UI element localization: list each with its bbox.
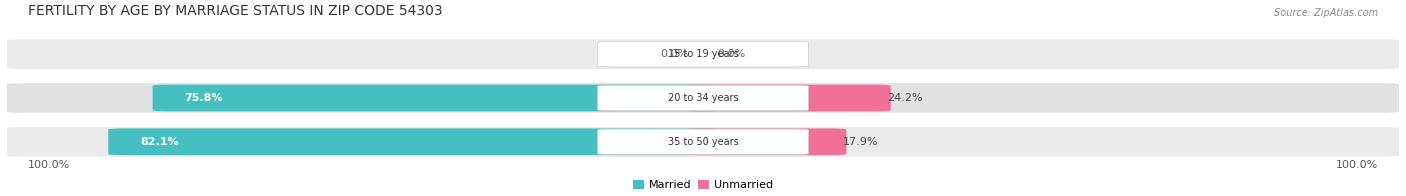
Text: 75.8%: 75.8% (184, 93, 222, 103)
Text: 17.9%: 17.9% (844, 137, 879, 147)
Text: 100.0%: 100.0% (1336, 160, 1378, 170)
FancyBboxPatch shape (598, 85, 808, 111)
Text: 15 to 19 years: 15 to 19 years (668, 49, 738, 59)
FancyBboxPatch shape (598, 129, 808, 154)
FancyBboxPatch shape (7, 39, 1399, 69)
FancyBboxPatch shape (152, 85, 721, 111)
FancyBboxPatch shape (686, 85, 891, 111)
Text: 35 to 50 years: 35 to 50 years (668, 137, 738, 147)
FancyBboxPatch shape (108, 128, 721, 155)
FancyBboxPatch shape (7, 127, 1399, 157)
FancyBboxPatch shape (598, 42, 808, 67)
Text: 0.0%: 0.0% (717, 49, 745, 59)
Text: 100.0%: 100.0% (28, 160, 70, 170)
Text: 24.2%: 24.2% (887, 93, 922, 103)
Text: Source: ZipAtlas.com: Source: ZipAtlas.com (1274, 8, 1378, 18)
Text: 82.1%: 82.1% (141, 137, 179, 147)
Legend: Married, Unmarried: Married, Unmarried (633, 180, 773, 191)
Text: FERTILITY BY AGE BY MARRIAGE STATUS IN ZIP CODE 54303: FERTILITY BY AGE BY MARRIAGE STATUS IN Z… (28, 4, 443, 18)
Text: 20 to 34 years: 20 to 34 years (668, 93, 738, 103)
Text: 0.0%: 0.0% (661, 49, 689, 59)
FancyBboxPatch shape (7, 83, 1399, 113)
FancyBboxPatch shape (686, 128, 846, 155)
